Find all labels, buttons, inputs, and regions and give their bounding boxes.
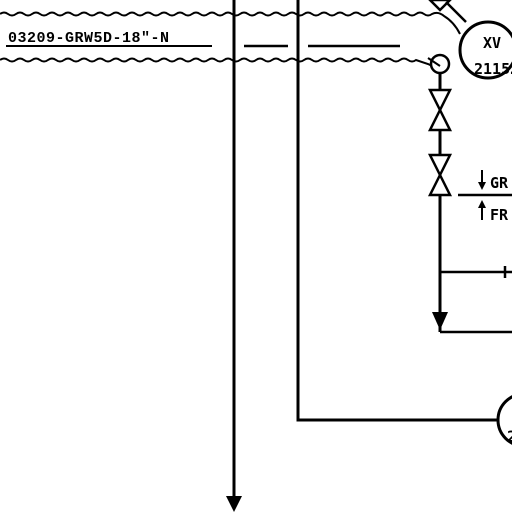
flow-arrow-down-main [226,496,242,512]
connection-tick [427,57,441,67]
instrument-signal-line [296,0,500,422]
actuator-link [445,1,467,23]
valve-1-lower [427,107,453,132]
xv-number: 21152 [474,60,512,78]
valve-2-upper [427,153,453,178]
wavy-pipe-upper [0,11,461,35]
xv-instrument-bubble [458,20,512,80]
line-number-label: 03209-GRW5D-18"-N [8,30,170,47]
flow-arrow-down-branch [432,312,448,330]
arrow-up-head [478,200,486,208]
xv-tag: XV [483,34,501,52]
connection-circle [429,53,451,75]
valve-1-upper [427,88,453,113]
arrow-down-head [478,182,486,190]
wavy-pipe-lower [0,57,441,69]
valve-top-partial [428,0,452,12]
instrument-bubble-lower-text: 2 [507,427,512,446]
arrow-bottom-label: FR [490,206,509,224]
instrument-bubble-lower [496,395,512,445]
arrow-top-label: GR [490,174,509,192]
valve-2-lower [427,172,453,197]
